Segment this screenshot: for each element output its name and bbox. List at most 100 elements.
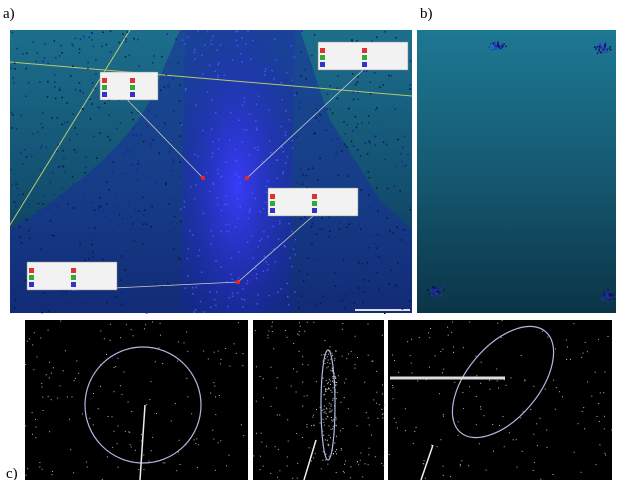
axis-swatch (130, 78, 135, 83)
point (368, 464, 369, 465)
point (443, 475, 444, 476)
point (376, 107, 378, 109)
point (343, 121, 345, 123)
point (15, 206, 17, 208)
point (278, 449, 279, 450)
point (351, 141, 353, 143)
point (319, 120, 321, 122)
point (323, 378, 324, 379)
point (124, 371, 125, 372)
point (229, 455, 230, 456)
point (210, 291, 212, 293)
axis-swatch (71, 275, 76, 280)
point (368, 194, 370, 196)
point (320, 298, 322, 300)
point (347, 124, 349, 126)
point (117, 205, 119, 207)
point (256, 433, 257, 434)
point (91, 39, 93, 41)
point (595, 48, 597, 50)
point (276, 178, 278, 180)
point (378, 290, 380, 292)
point (29, 244, 31, 246)
point (148, 461, 149, 462)
point (98, 206, 100, 208)
point (244, 97, 246, 99)
point (287, 465, 288, 466)
point (51, 373, 52, 374)
point (106, 203, 108, 205)
point (63, 166, 65, 168)
point (356, 40, 358, 42)
point (240, 182, 242, 184)
point (428, 332, 429, 333)
point (47, 81, 49, 83)
point (95, 236, 97, 238)
point (416, 427, 417, 428)
point (394, 185, 396, 187)
point (120, 385, 121, 386)
point (333, 426, 334, 427)
point (587, 382, 588, 383)
point (361, 189, 363, 191)
point (542, 331, 543, 332)
point (73, 184, 75, 186)
point (409, 300, 411, 302)
point (218, 62, 220, 64)
point (495, 46, 497, 48)
point (265, 185, 267, 187)
point (257, 150, 259, 152)
point (311, 55, 313, 57)
axis-swatch (102, 92, 107, 97)
point (320, 302, 322, 304)
point (164, 86, 166, 88)
point (255, 268, 257, 270)
point (285, 246, 287, 248)
point (218, 148, 220, 150)
point (311, 226, 313, 228)
point (42, 469, 43, 470)
point (570, 359, 571, 360)
point (242, 104, 244, 106)
point (299, 335, 300, 336)
point (321, 217, 323, 219)
point (112, 416, 113, 417)
point (79, 82, 81, 84)
point (242, 141, 244, 143)
point (232, 279, 234, 281)
point (287, 156, 289, 158)
point (382, 414, 383, 415)
point (76, 151, 78, 153)
axis-swatch (71, 282, 76, 287)
point (14, 68, 16, 70)
point (260, 456, 261, 457)
axis-swatch (102, 85, 107, 90)
point (91, 244, 93, 246)
point (300, 169, 302, 171)
point (27, 468, 28, 469)
point (308, 169, 310, 171)
point (439, 393, 440, 394)
point (583, 407, 584, 408)
point (95, 73, 97, 75)
point (213, 382, 214, 383)
point (212, 183, 214, 185)
point (599, 47, 601, 49)
point (333, 387, 334, 388)
point (298, 107, 300, 109)
point (368, 324, 369, 325)
point (286, 72, 288, 74)
point (176, 470, 177, 471)
point (344, 382, 345, 383)
point (463, 347, 464, 348)
point (70, 449, 71, 450)
point (297, 478, 298, 479)
point (608, 299, 610, 301)
axis-swatch (312, 194, 317, 199)
point (136, 310, 138, 312)
point (156, 413, 157, 414)
point (340, 430, 341, 431)
point (409, 60, 411, 62)
point (73, 207, 75, 209)
